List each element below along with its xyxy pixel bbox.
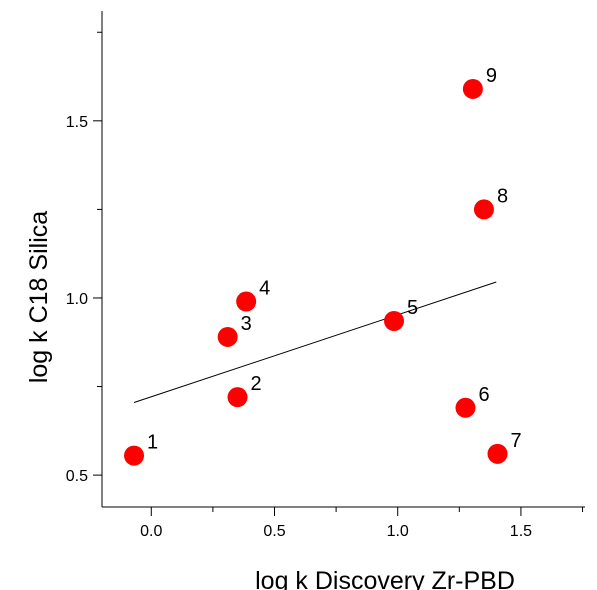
data-points: 1 2 34 5 6 7 8 9 — [124, 65, 522, 466]
point-label-2: 2 — [251, 373, 262, 395]
point-label-7: 7 — [511, 430, 522, 452]
point-label-9: 9 — [486, 65, 497, 87]
point-label-1: 1 — [147, 432, 158, 454]
x-tick-label: 0.0 — [140, 523, 162, 540]
x-axis-title: log k Discovery Zr-PBD — [255, 567, 515, 590]
x-tick-label: 1.0 — [387, 523, 409, 540]
y-tick-label: 0.5 — [66, 468, 88, 485]
data-point-9 — [462, 78, 483, 99]
point-label-6: 6 — [478, 384, 489, 406]
data-point-8 — [473, 199, 494, 220]
x-tick-label: 1.5 — [510, 523, 532, 540]
regression-line — [133, 281, 497, 403]
data-point-4 — [236, 291, 257, 312]
data-point-6 — [455, 397, 476, 418]
point-label-4: 4 — [259, 278, 270, 300]
regression-line-group — [133, 281, 497, 403]
data-point-3 — [217, 326, 238, 347]
point-label-3: 3 — [241, 313, 252, 335]
y-axis-title: log k C18 Silica — [25, 211, 53, 383]
point-label-5: 5 — [407, 297, 418, 319]
x-tick-label: 0.5 — [263, 523, 285, 540]
data-point-5 — [384, 311, 405, 331]
data-point-1 — [124, 445, 145, 466]
y-tick-label: 1.0 — [66, 291, 88, 308]
point-label-8: 8 — [497, 185, 508, 207]
data-point-2 — [227, 387, 248, 408]
y-tick-label: 1.5 — [66, 114, 88, 131]
data-point-7 — [487, 443, 508, 464]
axes: 0.5 1.0 1.5 0.0 0.5 1.0 1.5 — [66, 11, 585, 540]
